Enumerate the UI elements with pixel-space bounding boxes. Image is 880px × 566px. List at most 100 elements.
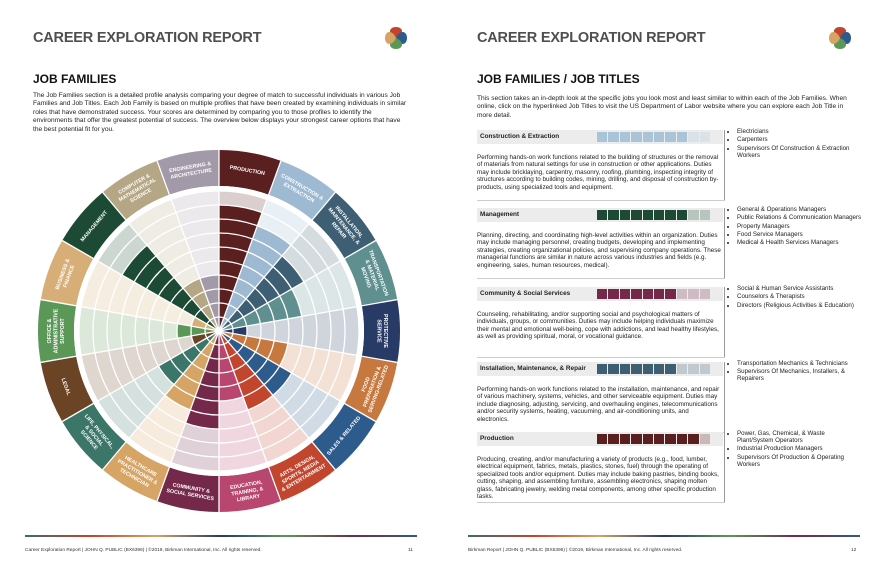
divider [724,432,725,502]
wedge-score [183,278,219,331]
label-band [62,403,126,470]
wedge-score [219,331,288,366]
page-number: 11 [408,548,413,553]
cell [642,210,653,220]
cell [665,364,676,374]
label-band [344,240,398,306]
cell [665,289,676,299]
divider [477,278,725,279]
logo [829,27,851,49]
row-description: Performing hands-on work functions relat… [477,386,720,423]
intro: The Job Families section is a detailed p… [33,92,407,133]
separator [218,330,377,423]
cell [608,434,619,444]
intro: This section takes an in-depth look at t… [477,95,847,119]
label-band [157,150,219,195]
job-titles: ElectriciansCarpenters Supervisors Of Con… [728,128,862,160]
wedge-score [219,331,292,396]
label-band [157,467,219,512]
cell [688,364,699,374]
separator [218,298,398,332]
separator [218,330,336,471]
row-title: Construction & Extraction [480,133,560,140]
label-band [102,160,170,220]
job-title: Supervisors Of Construction & Extraction… [737,145,862,159]
wedge-background [81,261,219,331]
score-cells [597,132,710,142]
cell [597,434,608,444]
cell [619,289,631,299]
wedge-score [158,331,219,385]
job-title: General & Operations Managers [737,206,862,213]
cell [653,210,665,220]
cell [597,132,608,142]
family-label: PROTECTIVE [382,314,388,348]
label-band [37,299,77,363]
row-title: Community & Social Services [480,290,571,297]
score-cells [597,434,710,444]
label-band [102,442,170,502]
cell [688,132,699,142]
label-band [62,192,126,259]
job-title: Electricians [737,128,862,135]
score-cells [597,210,710,220]
cell [688,434,699,444]
wedge-score [165,331,219,410]
cell [608,210,619,220]
job-titles: Social & Human Service AssistantsCounsel… [728,285,862,310]
cell [665,434,676,444]
label-band [361,299,401,363]
cell [665,132,676,142]
family-label: SUPPORT [60,317,66,343]
job-title: Transportation Mechanics & Technicians [737,360,862,367]
section-title: JOB FAMILIES / JOB TITLES [477,72,640,86]
wedge-score [219,225,291,331]
cell [631,132,642,142]
page-title: CAREER EXPLORATION REPORT [33,30,262,46]
label-band [268,442,336,502]
cell [619,132,631,142]
job-title: Medical & Health Services Managers [737,239,862,246]
family-label: ADMINISTRATIVE [53,308,59,353]
job-title: Social & Human Service Assistants [737,285,862,292]
label-band [219,467,281,512]
cell [631,289,642,299]
cell [653,364,665,374]
row-description: Planning, directing, and coordinating hi… [477,232,721,269]
separator [218,191,336,332]
cell [608,132,619,142]
cell [699,434,710,444]
cell [676,132,688,142]
cell [619,210,631,220]
cell [642,132,653,142]
cell [597,364,608,374]
row-title: Production [480,435,514,442]
cell [631,210,642,220]
page-title: CAREER EXPLORATION REPORT [477,30,706,46]
family-label: FOOD [361,376,372,393]
cell [642,289,653,299]
cell [608,289,619,299]
footer-bar [468,535,860,537]
cell [642,434,653,444]
job-title: Property Managers [737,223,862,230]
separator [61,239,220,332]
label-band [312,403,376,470]
wedge-background [81,331,219,401]
separator [61,330,220,423]
job-title: Carpenters [737,136,862,143]
job-title: Supervisors Of Mechanics, Installers, & … [737,368,862,382]
cell [688,210,699,220]
separator [218,239,377,332]
cell [699,289,710,299]
job-titles: Power, Gas, Chemical, & Waste Plant/Syst… [728,430,862,469]
job-title: Supervisors Of Production & Operating Wo… [737,454,862,468]
section-title: JOB FAMILIES [33,72,117,86]
cell [597,289,608,299]
job-titles: General & Operations ManagersPublic Rela… [728,206,862,247]
separator [40,330,220,364]
score-cells [597,364,710,374]
